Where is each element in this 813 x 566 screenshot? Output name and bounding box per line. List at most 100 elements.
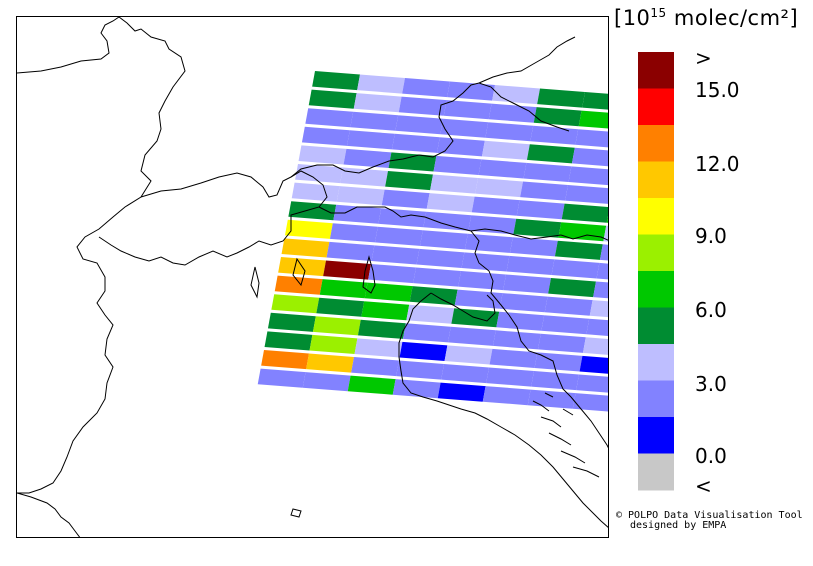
swath-pixel <box>430 174 478 194</box>
swath-pixel <box>489 348 538 368</box>
swath-pixel <box>475 178 523 198</box>
swath-pixel <box>343 148 392 168</box>
legend-bin <box>638 380 674 418</box>
swath-pixel <box>413 267 461 287</box>
swath-pixel <box>513 218 562 238</box>
legend-bin <box>638 88 674 126</box>
credit-text: © POLPO Data Visualisation Tool designed… <box>616 511 803 531</box>
swath-pixel <box>548 278 596 298</box>
legend-bin <box>638 453 674 491</box>
swath-pixel <box>461 252 510 272</box>
country-borders-and-coastlines <box>17 17 608 537</box>
swath-pixel <box>402 323 451 343</box>
swath-pixel <box>395 115 444 135</box>
tick-15: 15.0 <box>695 78 740 102</box>
swath-pixel <box>291 182 340 202</box>
swath-pixel <box>264 331 313 351</box>
swath-pixel <box>357 319 406 339</box>
swath-pixel <box>578 110 608 129</box>
swath-pixel <box>312 71 360 91</box>
legend-bin <box>638 52 674 89</box>
swath-pixel <box>319 279 368 299</box>
swath-pixel <box>486 367 534 387</box>
lake-maggiore <box>250 266 260 299</box>
swath-pixel <box>537 333 586 353</box>
tick-9: 9.0 <box>695 224 727 248</box>
color-scale-bar <box>638 52 674 491</box>
swath-pixel <box>533 107 582 127</box>
unit-exponent: 15 <box>650 6 667 20</box>
swath-pixel <box>257 368 306 388</box>
swath-pixel <box>302 372 351 392</box>
swath-pixel <box>409 286 458 306</box>
map-canvas[interactable] <box>17 17 609 538</box>
tick-0: 0.0 <box>695 444 727 468</box>
swath-pixel <box>488 103 537 123</box>
swath-pixel <box>441 364 489 384</box>
austria-slovenia-border <box>560 234 608 241</box>
swath-pixel <box>571 147 608 167</box>
lake-garda <box>362 255 376 294</box>
swath-pixel <box>496 311 545 331</box>
swath-pixel <box>298 145 347 165</box>
swath-pixel <box>391 133 440 153</box>
unit-label: [1015 molec/cm²] <box>614 6 798 30</box>
unit-prefix: [10 <box>614 6 651 30</box>
swath-pixel <box>392 379 441 399</box>
legend-bin <box>638 125 674 162</box>
italy-west-coast <box>17 492 81 537</box>
swath-pixel <box>586 318 608 336</box>
swath-pixel <box>336 186 385 206</box>
swath-pixel <box>603 225 608 242</box>
swath-pixel <box>419 230 468 250</box>
legend-bin <box>638 344 674 381</box>
swath-pixel <box>458 271 506 291</box>
swath-pixel <box>416 248 465 268</box>
swath-pixel <box>274 275 323 295</box>
swath-pixel <box>530 125 579 145</box>
swath-pixel <box>534 352 583 372</box>
swath-pixel <box>443 100 492 120</box>
swath-pixel <box>565 185 608 204</box>
swath-pixel <box>572 393 608 412</box>
swath-pixel <box>364 282 413 302</box>
swath-pixel <box>527 389 576 409</box>
swath-pixel <box>381 189 430 209</box>
swath-pixel <box>485 122 534 142</box>
swath-pixel <box>526 144 575 164</box>
legend-bin <box>638 234 674 272</box>
france-border <box>17 17 120 74</box>
swath-pixel <box>312 316 361 336</box>
map-panel[interactable] <box>16 16 609 538</box>
no2-column-swaths <box>257 71 608 412</box>
swath-pixel <box>551 259 600 279</box>
swath-pixel <box>385 171 433 191</box>
swath-pixel <box>541 315 590 335</box>
swath-pixel <box>503 274 551 294</box>
swath-pixel <box>295 164 343 184</box>
swath-pixel <box>323 260 371 280</box>
swath-pixel <box>301 126 350 146</box>
swath-pixel <box>333 204 382 224</box>
swath-pixel <box>433 155 482 175</box>
swath-pixel <box>350 111 399 131</box>
swath-pixel <box>374 226 423 246</box>
tick-below: < <box>695 474 712 498</box>
swath-pixel <box>347 375 396 395</box>
swath-pixel <box>436 137 485 157</box>
swath-pixel <box>444 345 493 365</box>
unit-suffix: molec/cm²] <box>666 6 799 30</box>
swath-pixel <box>378 208 427 228</box>
swath-pixel <box>399 341 448 361</box>
swath-pixel <box>468 215 517 235</box>
swath-pixel <box>454 289 503 309</box>
swath-pixel <box>506 255 555 275</box>
swath-pixel <box>464 233 513 253</box>
swath-pixel <box>596 262 608 280</box>
swath-pixel <box>492 330 541 350</box>
swath-pixel <box>305 108 354 128</box>
credit-line-1: © POLPO Data Visualisation Tool <box>616 510 803 521</box>
swath-pixel <box>398 96 447 116</box>
legend-bin <box>638 417 674 454</box>
swath-pixel <box>509 237 558 257</box>
